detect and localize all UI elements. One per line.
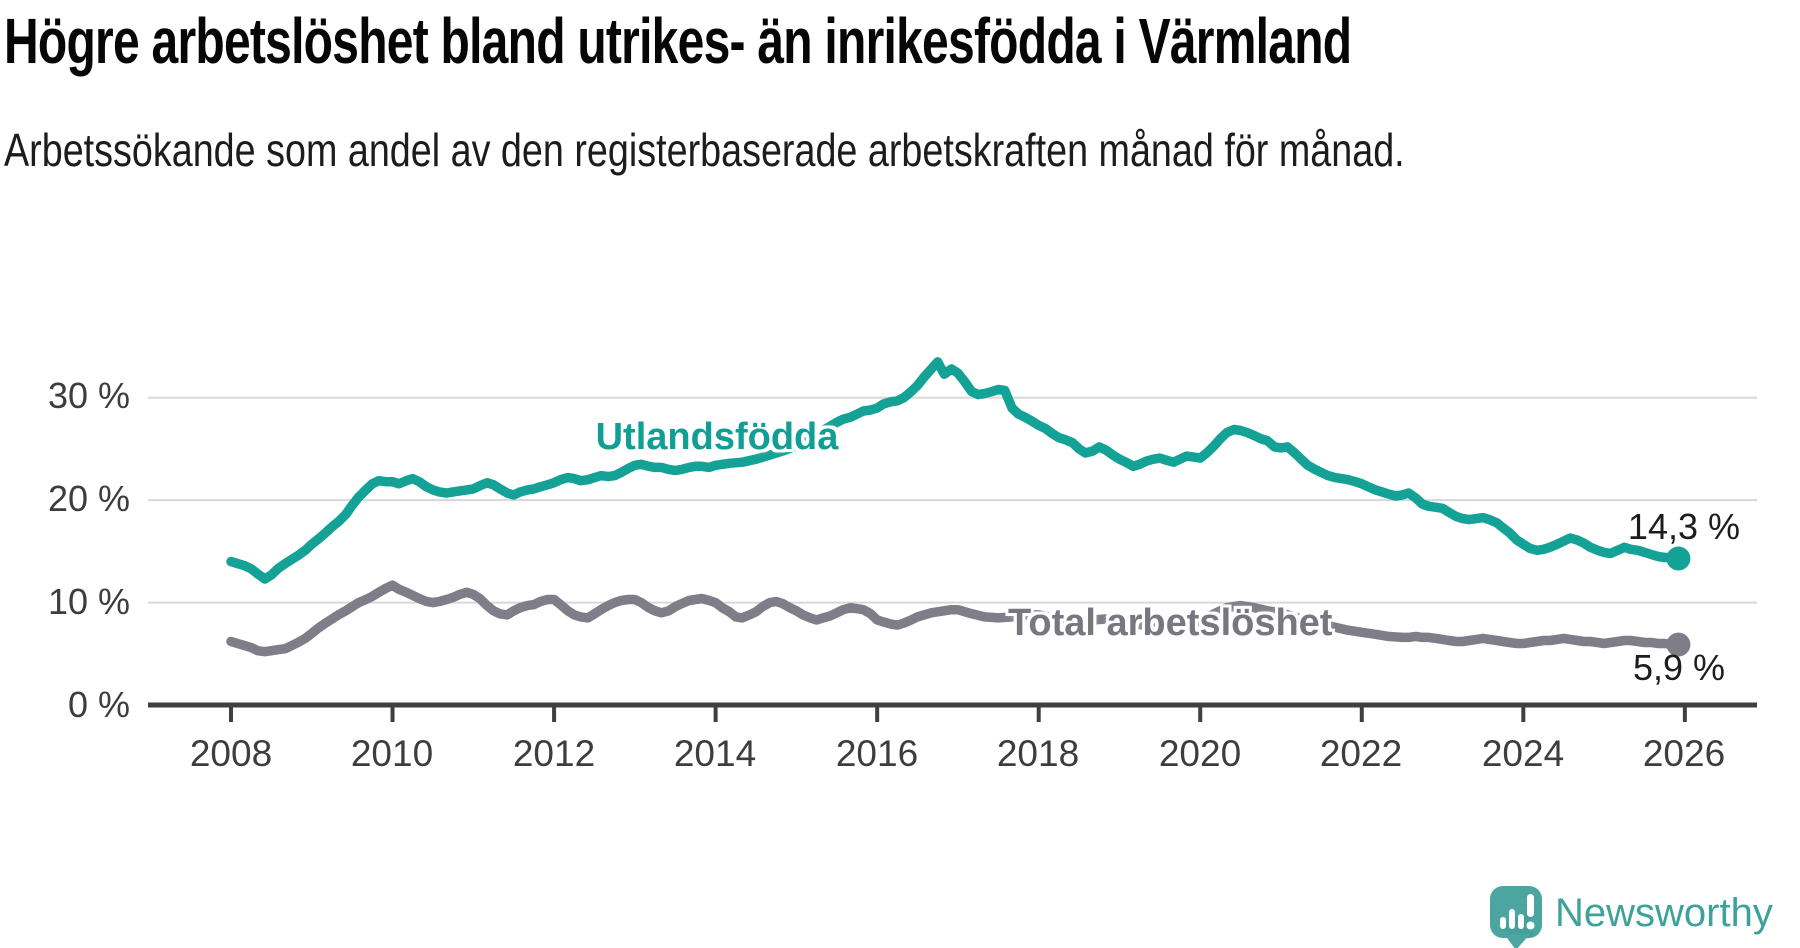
end-value-label-utlandsfodda: 14,3 % bbox=[1627, 506, 1740, 547]
x-tick-label-2020: 2020 bbox=[1158, 733, 1242, 774]
x-tick-label-2016: 2016 bbox=[835, 733, 919, 774]
x-tick-label-2024: 2024 bbox=[1481, 733, 1565, 774]
x-tick-label-2026: 2026 bbox=[1642, 733, 1726, 774]
x-tick-label-2022: 2022 bbox=[1319, 733, 1403, 774]
end-value-label-total: 5,9 % bbox=[1632, 647, 1725, 688]
series-label-total-arbetsloshet: Total arbetslöshet bbox=[1008, 602, 1333, 644]
series-endpoint-dot-utlandsf-dda bbox=[1666, 546, 1691, 571]
series-line-utlandsf-dda bbox=[226, 357, 1684, 584]
y-tick-label-20: 20 % bbox=[47, 478, 130, 519]
newsworthy-logo-icon bbox=[1490, 886, 1542, 948]
x-tick-label-2012: 2012 bbox=[512, 733, 596, 774]
x-tick-label-2018: 2018 bbox=[996, 733, 1080, 774]
page-subtitle: Arbetssökande som andel av den registerb… bbox=[4, 124, 1405, 176]
series-endpoint-dot-total-arbetsl-shet bbox=[1666, 632, 1691, 657]
series-line-total-arbetsl-shet bbox=[226, 580, 1684, 657]
brand-name: Newsworthy bbox=[1555, 891, 1773, 935]
x-tick-label-2014: 2014 bbox=[673, 733, 757, 774]
x-tick-label-2008: 2008 bbox=[189, 733, 273, 774]
x-tick-label-2010: 2010 bbox=[350, 733, 434, 774]
y-tick-label-30: 30 % bbox=[47, 375, 130, 416]
y-tick-label-0: 0 % bbox=[67, 684, 130, 725]
series-label-utlandsfodda: Utlandsfödda bbox=[595, 416, 839, 458]
page-title: Högre arbetslöshet bland utrikes- än inr… bbox=[4, 5, 1352, 77]
y-tick-label-10: 10 % bbox=[47, 581, 130, 622]
